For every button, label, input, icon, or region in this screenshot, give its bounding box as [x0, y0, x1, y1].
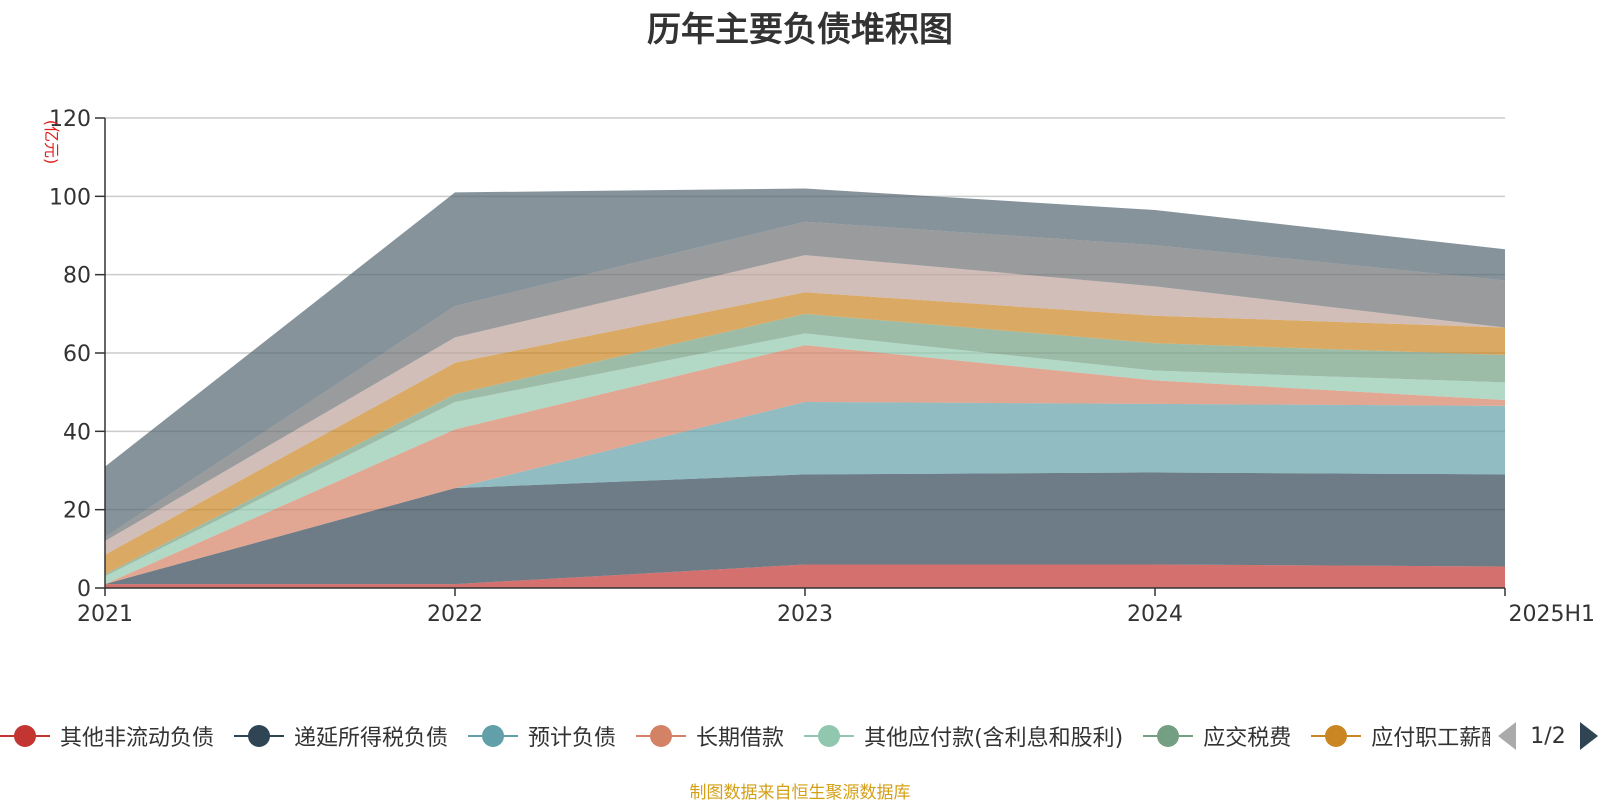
y-tick-label: 20 [63, 499, 91, 524]
area-递延所得税负债 [105, 472, 1505, 585]
legend-marker-icon [636, 724, 687, 748]
area-应付票据 [105, 188, 1505, 538]
legend-label: 应付职工薪酬 [1371, 726, 1490, 751]
legend-item[interactable]: 长期借款 [636, 720, 784, 752]
legend-label: 应交税费 [1203, 726, 1292, 751]
legend-marker-icon [1143, 724, 1194, 748]
legend-label: 其他非流动负债 [60, 726, 215, 751]
chart-title: 历年主要负债堆积图 [647, 10, 953, 50]
area-长期借款 [105, 345, 1505, 585]
legend-item[interactable]: 其他应付款(含利息和股利) [804, 720, 1123, 752]
legend-marker-icon [804, 724, 855, 748]
area-其他应付款(含利息和股利) [105, 333, 1505, 585]
source-note: 制图数据来自恒生聚源数据库 [689, 783, 911, 803]
legend-item[interactable]: 应付职工薪酬 [1311, 720, 1490, 752]
y-tick-label: 0 [77, 577, 91, 602]
x-tick-label: 2024 [1127, 602, 1183, 627]
legend-label: 预计负债 [528, 726, 617, 751]
axes: 0 20 40 60 80 100 120 2021 2022 2023 2024 2025H1 [49, 107, 1595, 627]
y-tick-label: 60 [63, 342, 91, 367]
chart-plot: 0 20 40 60 80 100 120 2021 2022 2023 2024 2025H1 (亿… [42, 107, 1595, 627]
legend-next-page-icon[interactable] [1580, 722, 1598, 750]
legend-item[interactable]: 预计负债 [468, 720, 616, 752]
area-其他非流动负债 [105, 564, 1505, 588]
area-预计负债 [105, 401, 1505, 585]
y-axis-unit-label: (亿元) [42, 120, 61, 165]
x-tick-label: 2021 [77, 602, 133, 627]
legend-item[interactable]: 应交税费 [1143, 720, 1291, 752]
legend-prev-page-icon[interactable] [1498, 722, 1516, 750]
legend-pager: 1/2 [1498, 718, 1598, 754]
legend-item[interactable]: 其他非流动负债 [0, 720, 214, 752]
legend-label: 其他应付款(含利息和股利) [864, 726, 1124, 751]
legend-item[interactable]: 递延所得税负债 [234, 720, 448, 752]
y-tick-label: 80 [63, 264, 91, 289]
area-series [105, 188, 1505, 588]
x-tick-label: 2025H1 [1508, 602, 1595, 627]
legend-marker-icon [1311, 724, 1362, 748]
y-tick-label: 100 [49, 185, 91, 210]
legend-label: 递延所得税负债 [294, 726, 449, 751]
legend: 其他非流动负债 递延所得税负债 预计负债 长期借款 其他应付款(含利息和股利) 应交税费 应… [0, 716, 1490, 756]
legend-page-indicator: 1/2 [1530, 723, 1566, 749]
y-tick-label: 120 [49, 107, 91, 132]
y-tick-label: 40 [63, 420, 91, 445]
x-tick-label: 2023 [777, 602, 833, 627]
legend-label: 长期借款 [696, 726, 785, 751]
legend-marker-icon [0, 724, 50, 748]
legend-marker-icon [234, 724, 285, 748]
x-tick-label: 2022 [427, 602, 483, 627]
legend-marker-icon [468, 724, 519, 748]
